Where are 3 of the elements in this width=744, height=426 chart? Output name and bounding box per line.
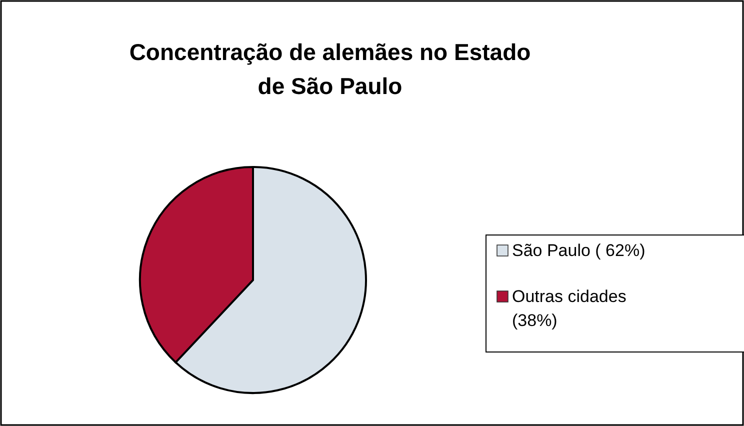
legend-label: São Paulo ( 62%) xyxy=(512,241,646,260)
chart-title: Concentração de alemães no Estado de São Paulo xyxy=(129,39,531,99)
legend-label: Outras cidades (38%) xyxy=(512,287,626,330)
